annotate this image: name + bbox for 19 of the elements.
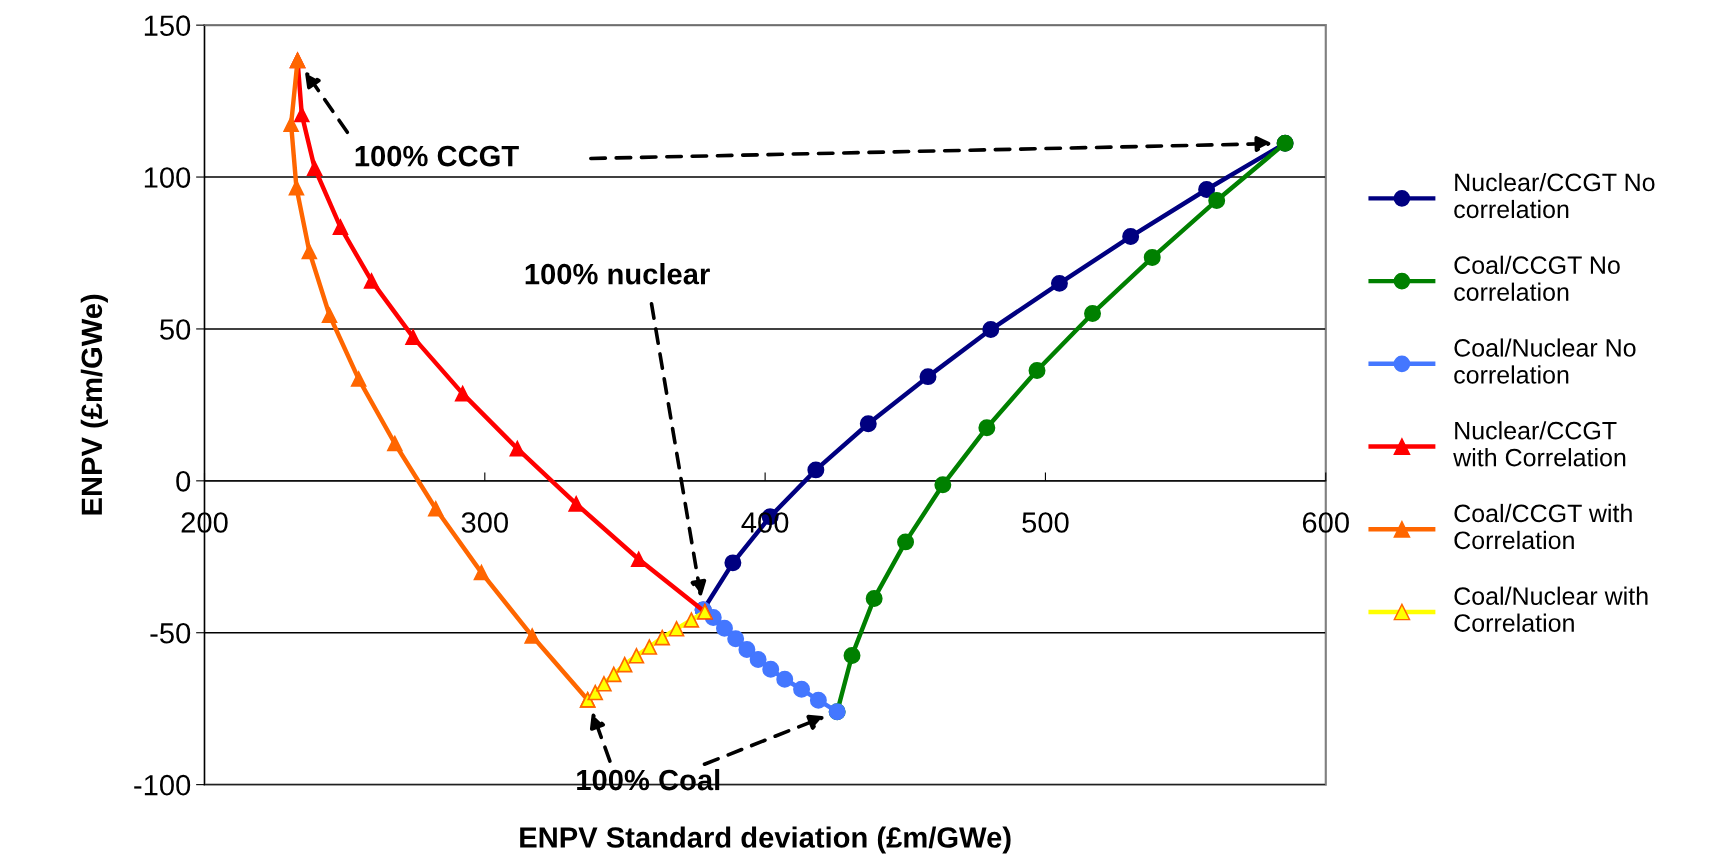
y-tick-label: -50: [150, 622, 191, 644]
y-tick-label: 150: [144, 15, 191, 36]
legend-label: Coal/CCGT No correlation: [1454, 255, 1620, 301]
x-tick-label: 600: [1302, 512, 1349, 533]
y-tick-label: -100: [134, 774, 191, 796]
y-tick-label: 100: [144, 167, 191, 188]
x-tick-label: 500: [1022, 512, 1069, 533]
legend-label: Nuclear/CCGT with Correlation: [1453, 421, 1626, 467]
y-tick-label: 50: [160, 319, 191, 340]
x-axis-title: ENPV Standard deviation (£m/GWe): [520, 826, 1011, 854]
legend-label: Nuclear/CCGT No correlation: [1454, 172, 1655, 219]
annotation: 100% nuclear: [525, 263, 710, 285]
y-tick-label: 0: [176, 471, 191, 492]
x-tick-label: 300: [461, 512, 508, 533]
legend-label: Coal/CCGT with Correlation: [1454, 503, 1632, 550]
legend-label: Coal/Nuclear with Correlation: [1454, 586, 1648, 632]
legend-label: Coal/Nuclear No correlation: [1454, 338, 1636, 384]
annotation: 100% CCGT: [355, 145, 519, 167]
y-axis-title: ENPV (£m/GWe): [80, 294, 108, 515]
